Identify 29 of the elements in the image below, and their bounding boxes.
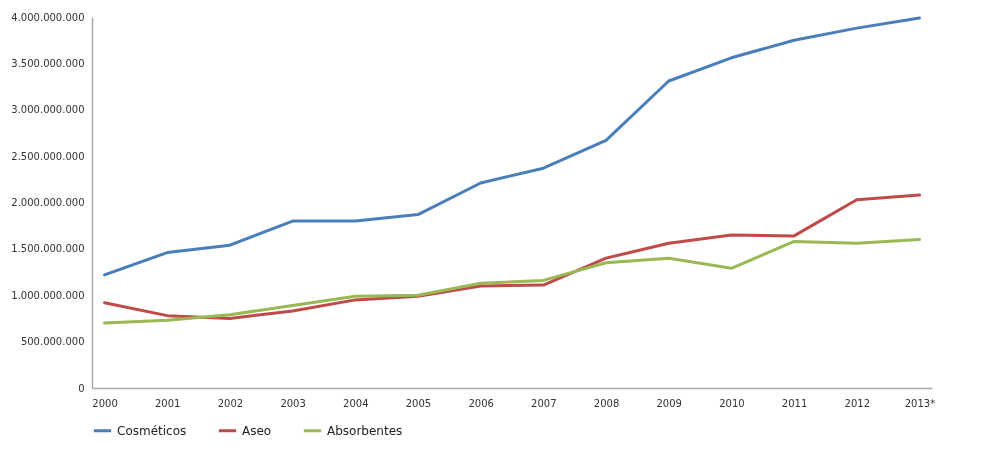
x-tick-label: 2001: [155, 397, 181, 409]
x-tick-label: 2006: [468, 397, 494, 409]
y-tick-label: 2.000.000.000: [11, 197, 85, 208]
x-tick-label: 2013*: [904, 397, 936, 409]
x-tick-label: 2008: [593, 397, 620, 409]
x-tick-label: 2012: [844, 397, 870, 409]
x-tick-label: 2011: [781, 397, 808, 409]
legend-label: Cosméticos: [117, 423, 187, 438]
x-tick-label: 2009: [656, 397, 682, 409]
x-tick-label: 2004: [343, 397, 369, 409]
y-tick-label: 2.500.000.000: [11, 150, 85, 162]
legend-label: Aseo: [242, 423, 272, 438]
x-tick-label: 2007: [531, 397, 557, 409]
y-tick-label: 3.000.000.000: [11, 104, 85, 116]
y-tick-label: 1.000.000.000: [11, 289, 85, 301]
x-tick-label: 2005: [405, 397, 432, 409]
x-tick-label: 2003: [280, 397, 306, 409]
y-tick-label: 0: [78, 382, 85, 394]
line-series: [103, 193, 921, 320]
line-series: [103, 16, 921, 277]
y-tick-label: 4.000.000.000: [11, 11, 85, 23]
legend-label: Absorbentes: [327, 423, 403, 438]
y-tick-label: 1.500.000.000: [11, 243, 85, 255]
line-series: [103, 238, 921, 325]
y-tick-label: 500.000.000: [20, 336, 85, 348]
x-tick-label: 2002: [217, 397, 244, 409]
y-tick-label: 3.500.000.000: [11, 57, 85, 69]
x-tick-label: 2010: [719, 397, 745, 409]
x-tick-label: 2000: [92, 397, 118, 409]
